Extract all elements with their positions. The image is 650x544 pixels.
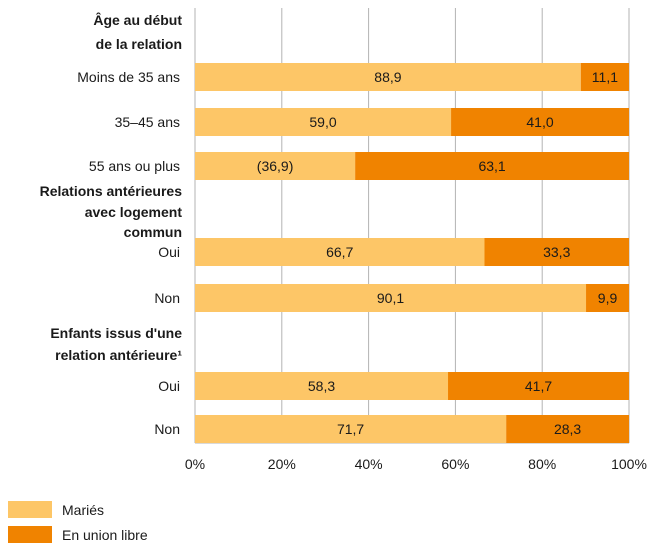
x-tick-label: 40% bbox=[355, 456, 383, 472]
bar-value-label: 88,9 bbox=[374, 69, 401, 85]
group-heading: relation antérieure¹ bbox=[55, 347, 182, 363]
row-label: Oui bbox=[158, 378, 180, 394]
bar-value-label: (36,9) bbox=[257, 158, 294, 174]
bar-segment-union-libre bbox=[580, 63, 629, 91]
bar-value-label: 58,3 bbox=[308, 378, 335, 394]
row-label: Oui bbox=[158, 244, 180, 260]
group-heading: Enfants issus d'une bbox=[50, 325, 182, 341]
group-heading: avec logement bbox=[85, 204, 183, 220]
bar-segment-maries bbox=[195, 238, 485, 266]
bar-value-label: 41,0 bbox=[526, 114, 553, 130]
bar-segment-union-libre bbox=[506, 415, 629, 443]
row-label: Moins de 35 ans bbox=[77, 69, 180, 85]
bar-value-label: 28,3 bbox=[554, 421, 581, 437]
bar-segment-union-libre bbox=[451, 108, 629, 136]
bar-segment-maries bbox=[195, 372, 449, 400]
bar-segment-union-libre bbox=[448, 372, 629, 400]
legend-swatch-union-libre bbox=[8, 526, 52, 543]
row-label: Non bbox=[154, 421, 180, 437]
bar-segment-maries bbox=[195, 152, 356, 180]
legend-swatch-maries bbox=[8, 501, 52, 518]
group-heading: commun bbox=[124, 224, 182, 240]
group-heading: de la relation bbox=[96, 36, 182, 52]
bar-segment-union-libre bbox=[586, 284, 629, 312]
bar-segment-union-libre bbox=[355, 152, 629, 180]
group-heading: Âge au début bbox=[93, 11, 182, 28]
bar-segment-maries bbox=[195, 415, 507, 443]
legend-item-maries: Mariés bbox=[8, 501, 104, 518]
bar-segment-union-libre bbox=[484, 238, 629, 266]
bar-value-label: 90,1 bbox=[377, 290, 404, 306]
row-label: 35–45 ans bbox=[115, 114, 180, 130]
x-tick-label: 80% bbox=[528, 456, 556, 472]
bar-segment-maries bbox=[195, 108, 452, 136]
legend-label-maries: Mariés bbox=[62, 501, 105, 518]
bar-value-label: 9,9 bbox=[598, 290, 618, 306]
bar-value-label: 66,7 bbox=[326, 244, 353, 260]
bar-value-label: 41,7 bbox=[525, 378, 552, 394]
x-tick-label: 60% bbox=[441, 456, 469, 472]
row-label: Non bbox=[154, 290, 180, 306]
bar-value-label: 63,1 bbox=[478, 158, 505, 174]
x-tick-label: 20% bbox=[268, 456, 296, 472]
group-heading: Relations antérieures bbox=[40, 183, 183, 199]
row-label: 55 ans ou plus bbox=[89, 158, 180, 174]
x-tick-label: 100% bbox=[611, 456, 647, 472]
bar-value-label: 11,1 bbox=[592, 69, 618, 85]
bar-value-label: 33,3 bbox=[543, 244, 570, 260]
legend-item-union-libre: En union libre bbox=[8, 526, 148, 543]
bar-segment-maries bbox=[195, 63, 581, 91]
bar-value-label: 71,7 bbox=[337, 421, 364, 437]
x-tick-label: 0% bbox=[185, 456, 205, 472]
bar-value-label: 59,0 bbox=[309, 114, 336, 130]
legend-label-union-libre: En union libre bbox=[62, 526, 148, 543]
bar-segment-maries bbox=[195, 284, 587, 312]
